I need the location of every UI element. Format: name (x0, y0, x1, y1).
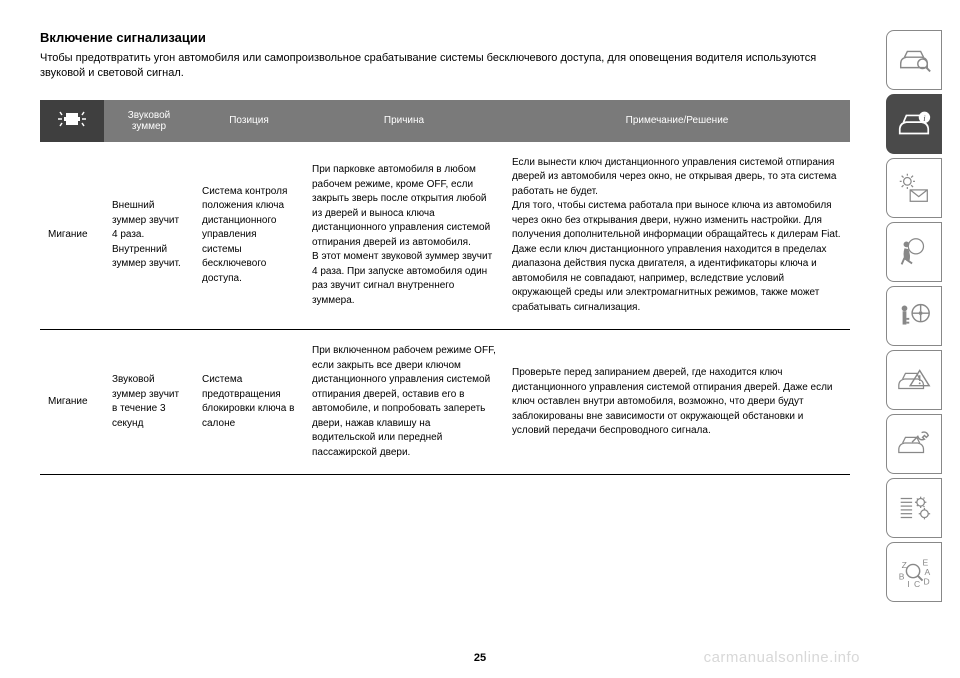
page-number: 25 (474, 652, 486, 664)
car-magnify-icon (895, 41, 933, 79)
cell-note: Проверьте перед запиранием дверей, где н… (504, 330, 850, 475)
car-wrench-icon (895, 425, 933, 463)
svg-text:I: I (907, 579, 909, 589)
section-heading: Включение сигнализации (40, 30, 850, 45)
header-position: Позиция (194, 100, 304, 142)
svg-text:C: C (914, 579, 920, 589)
cell-buzzer: Внешний зуммер звучит 4 раза. Внутренний… (104, 142, 194, 330)
tab-index[interactable]: Z E B A I D C (886, 542, 942, 602)
alarm-table: Звуковой зуммер Позиция Причина Примечан… (40, 100, 850, 476)
tab-car-info[interactable]: i (886, 94, 942, 154)
tab-service[interactable] (886, 414, 942, 474)
cell-position: Система контроля положения ключа дистанц… (194, 142, 304, 330)
list-gears-icon (895, 489, 933, 527)
cell-buzzer: Звуковой зуммер звучит в течение 3 секун… (104, 330, 194, 475)
sidebar-tabs: i (886, 30, 942, 602)
key-wheel-icon (895, 297, 933, 335)
header-reason: Причина (304, 100, 504, 142)
svg-text:A: A (924, 567, 930, 577)
cell-indicator: Мигание (40, 142, 104, 330)
header-buzzer: Звуковой зуммер (104, 100, 194, 142)
table-row: Мигание Звуковой зуммер звучит в течение… (40, 330, 850, 475)
cell-reason: При парковке автомобиля в любом рабочем … (304, 142, 504, 330)
svg-text:B: B (899, 572, 905, 582)
tab-lights[interactable] (886, 158, 942, 218)
sun-envelope-icon (895, 169, 933, 207)
tab-airbag[interactable] (886, 222, 942, 282)
cell-note: Если вынести ключ дистанционного управле… (504, 142, 850, 330)
svg-text:D: D (924, 576, 930, 586)
car-warning-icon (895, 361, 933, 399)
intro-text: Чтобы предотвратить угон автомобиля или … (40, 51, 850, 82)
buzzer-icon (52, 107, 92, 134)
tab-settings-list[interactable] (886, 478, 942, 538)
index-search-icon: Z E B A I D C (895, 553, 933, 591)
tab-key-steering[interactable] (886, 286, 942, 346)
cell-reason: При включенном рабочем режиме OFF, если … (304, 330, 504, 475)
table-row: Мигание Внешний зуммер звучит 4 раза. Вн… (40, 142, 850, 330)
cell-position: Система предотвращения блокировки ключа … (194, 330, 304, 475)
watermark: carmanualsonline.info (704, 649, 860, 666)
svg-text:E: E (923, 557, 929, 567)
car-info-icon: i (895, 105, 933, 143)
header-icon-cell (40, 100, 104, 142)
tab-crash[interactable] (886, 350, 942, 410)
header-note: Примечание/Решение (504, 100, 850, 142)
airbag-icon (895, 233, 933, 271)
tab-car-search[interactable] (886, 30, 942, 90)
cell-indicator: Мигание (40, 330, 104, 475)
